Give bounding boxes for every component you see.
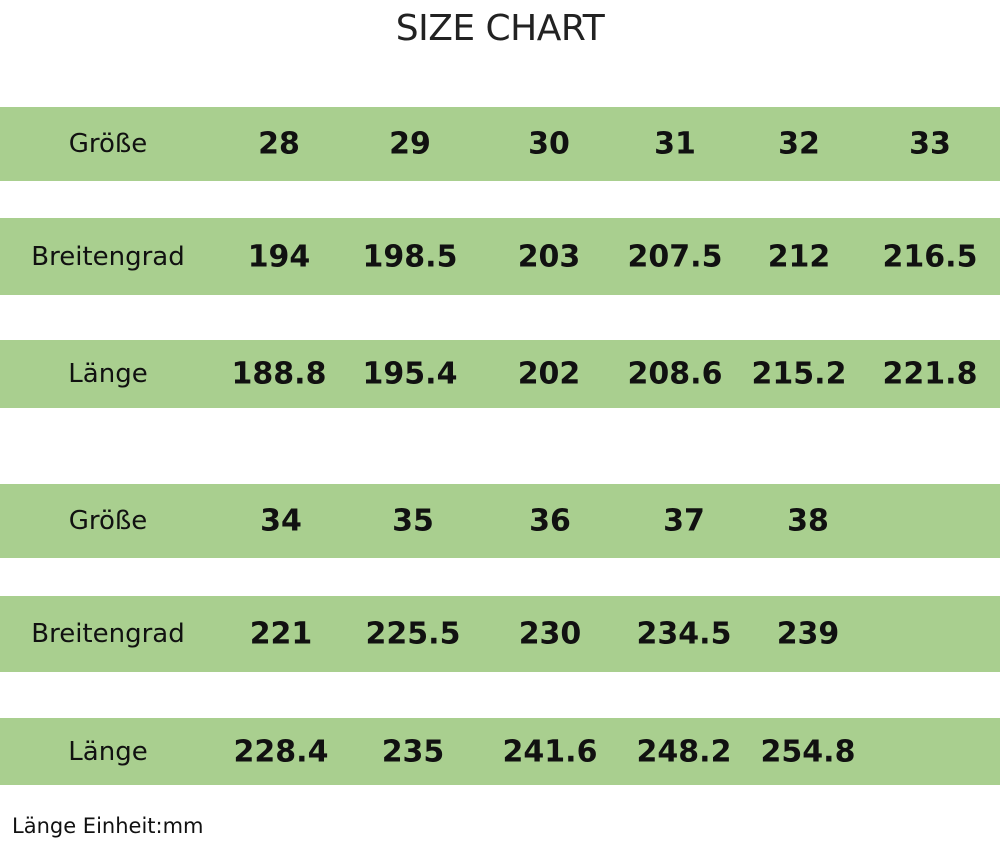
- cell-value: 35: [392, 503, 434, 539]
- cell-value: 254.8: [760, 734, 856, 769]
- cell-value: 239: [776, 616, 840, 652]
- row-band: [0, 718, 1000, 785]
- row-label: Länge: [68, 736, 148, 767]
- cell-value: 215.2: [751, 356, 847, 392]
- row-band: [0, 340, 1000, 408]
- cell-value: 37: [663, 503, 705, 539]
- row-label: Breitengrad: [31, 241, 185, 272]
- cell-value: 241.6: [502, 734, 598, 769]
- cell-value: 208.6: [627, 356, 723, 392]
- cell-value: 38: [787, 503, 829, 539]
- title: SIZE CHART: [395, 8, 605, 49]
- row-label: Größe: [68, 129, 148, 159]
- cell-value: 228.4: [233, 734, 329, 769]
- note: Länge Einheit:mm: [12, 814, 204, 838]
- row-band: [0, 218, 1000, 295]
- row-label: Breitengrad: [31, 619, 185, 649]
- cell-value: 28: [258, 126, 300, 162]
- cell-value: 216.5: [882, 239, 978, 274]
- cell-value: 230: [518, 616, 582, 652]
- cell-value: 31: [654, 126, 696, 162]
- cell-value: 33: [909, 126, 951, 162]
- cell-value: 195.4: [362, 356, 458, 392]
- cell-value: 198.5: [362, 239, 458, 274]
- cell-value: 36: [529, 503, 571, 539]
- cell-value: 225.5: [365, 616, 461, 652]
- cell-value: 202: [517, 356, 581, 392]
- cell-value: 29: [389, 126, 431, 162]
- cell-value: 32: [778, 126, 820, 162]
- cell-value: 234.5: [636, 616, 732, 652]
- cell-value: 34: [260, 503, 302, 539]
- row-band: [0, 484, 1000, 558]
- cell-value: 235: [381, 734, 445, 769]
- row-label: Länge: [68, 359, 148, 389]
- cell-value: 30: [528, 126, 570, 162]
- row-band: [0, 596, 1000, 672]
- cell-value: 203: [517, 239, 581, 274]
- row-band: [0, 107, 1000, 181]
- cell-value: 188.8: [231, 356, 327, 392]
- cell-value: 221.8: [882, 356, 978, 392]
- cell-value: 248.2: [636, 734, 732, 769]
- cell-value: 212: [767, 239, 831, 274]
- row-label: Größe: [68, 506, 148, 536]
- cell-value: 207.5: [627, 239, 723, 274]
- cell-value: 194: [247, 239, 311, 274]
- cell-value: 221: [249, 616, 313, 652]
